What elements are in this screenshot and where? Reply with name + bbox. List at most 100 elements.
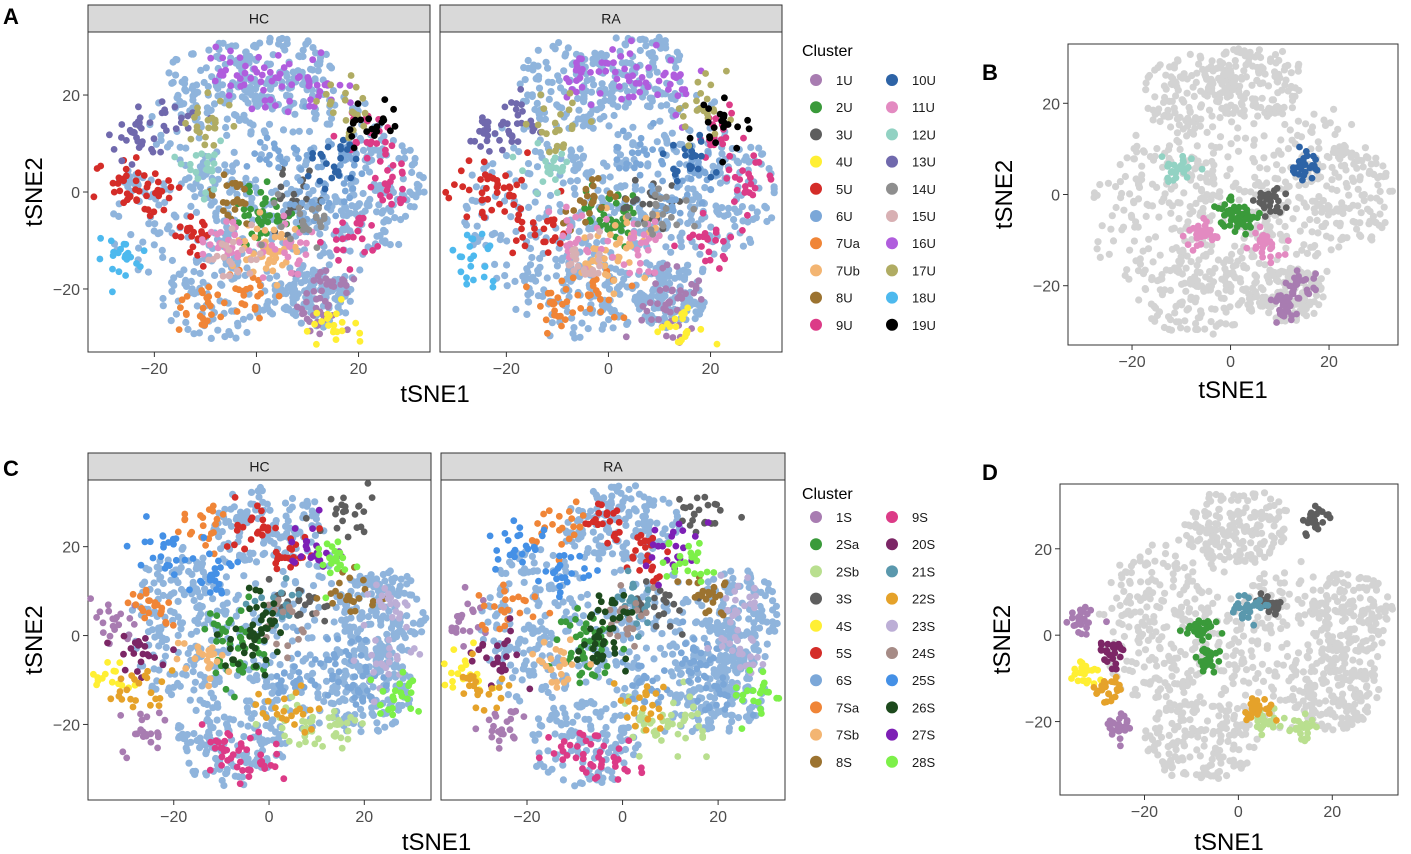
cluster-point-5U (478, 208, 486, 216)
cell-point (273, 272, 281, 280)
cluster-point-16U (609, 46, 616, 53)
cell-point (1209, 123, 1217, 131)
cell-point (523, 310, 531, 318)
cell-point (1380, 203, 1388, 211)
cell-point (1141, 285, 1149, 293)
cell-point (1156, 251, 1164, 259)
cell-point (127, 231, 135, 239)
cell-point (636, 46, 644, 55)
legend-label: 5U (836, 182, 853, 197)
cluster-point-6U (275, 164, 282, 171)
cluster-point-17U (225, 101, 233, 109)
cell-point (747, 143, 755, 151)
cell-point (1240, 262, 1248, 270)
legend-item-9U: 9U (810, 318, 853, 333)
cell-point (696, 250, 704, 258)
cell-point (1202, 252, 1210, 260)
cluster-point-10U (317, 150, 325, 158)
cluster-point-4U (713, 340, 721, 348)
cell-point (1167, 123, 1175, 131)
cell-point (1222, 308, 1230, 316)
cluster-point-2U (266, 212, 274, 219)
cluster-point-6U (303, 151, 311, 159)
cell-point (326, 120, 334, 128)
cluster-point-6U (659, 177, 666, 185)
cell-point (305, 127, 314, 136)
cluster-point-17U (694, 78, 702, 86)
cluster-point-19U (744, 116, 751, 124)
legend-item-8U: 8U (810, 291, 853, 306)
cluster-point-3U (290, 190, 298, 198)
cell-point (1126, 190, 1134, 198)
cell-point (213, 217, 221, 225)
cluster-point-14U (312, 214, 320, 222)
cell-point (515, 148, 523, 156)
cluster-point-9U (353, 219, 361, 227)
cluster-point-12U (552, 164, 560, 172)
cluster-point-14U (655, 185, 662, 193)
cell-point (1208, 157, 1216, 166)
cell-point (1208, 77, 1216, 86)
cell-point (618, 280, 626, 288)
cell-point (1107, 225, 1115, 233)
cell-point (1298, 303, 1306, 311)
cluster-point-5U (132, 177, 140, 185)
cell-point (1096, 253, 1104, 261)
y-tick-label: 20 (62, 540, 80, 557)
cell-point (731, 222, 739, 230)
legend-label: 9U (836, 318, 853, 333)
x-tick-label: −20 (141, 361, 168, 378)
cluster-point-10U (682, 152, 689, 159)
cluster-point-16U (672, 74, 680, 82)
cell-point (1314, 175, 1322, 183)
cell-point (187, 202, 195, 210)
cluster-point-5U (126, 193, 134, 201)
cluster-point-7Ub (272, 254, 280, 262)
cell-point (364, 199, 372, 207)
cluster-point-16U (242, 62, 249, 70)
cell-point (1322, 232, 1331, 240)
cluster-point-3U (306, 167, 313, 175)
cluster-point-19U (391, 122, 399, 130)
cluster-point-4U (318, 318, 325, 325)
cluster-point-13U (491, 130, 499, 137)
cluster-point-4U (356, 338, 364, 345)
legend-key (886, 128, 898, 141)
cluster-point-16U (219, 54, 227, 62)
cluster-point-19U (363, 128, 371, 136)
cell-point (397, 216, 405, 224)
cell-point (196, 269, 204, 277)
cell-point (1251, 271, 1259, 279)
cell-point (286, 92, 294, 100)
cluster-point-13U (512, 106, 520, 113)
cluster-point-17U (326, 100, 334, 108)
cluster-point-6U (251, 150, 259, 158)
cell-point (1123, 154, 1131, 162)
cluster-point-17U (204, 116, 212, 124)
cluster-point-12U (534, 139, 542, 147)
series-18U (449, 230, 497, 291)
cluster-point-13U (499, 118, 507, 126)
cell-point (252, 176, 260, 184)
cluster-point-7Ua (199, 304, 207, 312)
cluster-point-13U (135, 103, 142, 111)
cluster-point-9U (389, 173, 396, 181)
cluster-point-11U (572, 213, 579, 221)
cluster-point-13U (146, 119, 154, 126)
cluster-point-5U (486, 173, 494, 181)
cell-point (314, 67, 322, 75)
cell-point (242, 174, 250, 182)
cluster-point-12U (194, 175, 202, 183)
cell-point (606, 173, 614, 181)
cell-point (567, 177, 575, 185)
cell-point (1121, 172, 1129, 181)
cell-point (511, 277, 519, 285)
cluster-point-10U (1308, 174, 1316, 182)
cell-point (1197, 101, 1206, 109)
cell-point (1283, 269, 1291, 277)
cell-point (587, 88, 596, 96)
cell-point (1345, 191, 1353, 199)
cell-point (636, 36, 644, 44)
cell-point (1284, 145, 1292, 153)
cluster-point-11U (286, 243, 293, 251)
